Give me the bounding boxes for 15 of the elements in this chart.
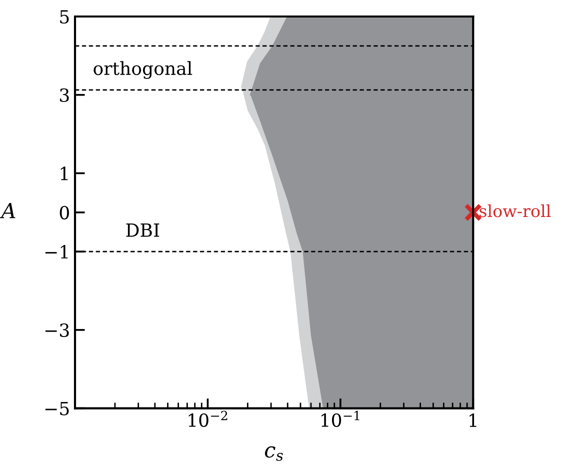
y-tick-label: −1: [45, 245, 68, 258]
x-tick-label: 1: [470, 413, 476, 427]
y-tick-label: 5: [60, 10, 69, 24]
y-axis-title: A: [0, 202, 16, 218]
y-tick-label: −3: [45, 323, 69, 338]
y-tick-label: 1: [60, 166, 68, 180]
x-tick-label: 10$^{−1}$: [322, 410, 360, 427]
ref-line-label: DBI: [126, 224, 160, 237]
x-axis-title: c$_{s}$: [264, 446, 283, 461]
y-tick-label: −5: [45, 402, 69, 416]
series-label: slow-roll: [480, 204, 551, 218]
y-tick-label: 3: [60, 88, 69, 102]
ref-line-label: orthogonal: [94, 61, 192, 79]
y-tick-label: 0: [60, 206, 69, 220]
x-tick-label: 10$^{−2}$: [188, 410, 228, 427]
